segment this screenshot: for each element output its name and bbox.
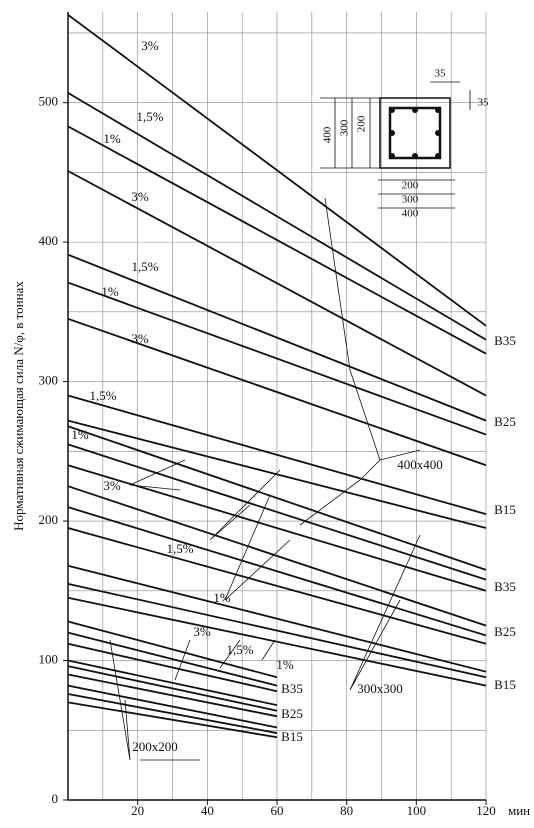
annotation: 35 — [478, 97, 490, 109]
series-line — [67, 693, 278, 734]
annotation: 1,5% — [136, 109, 163, 124]
annotation: 3% — [131, 189, 149, 204]
series-line — [67, 419, 487, 529]
x-tick-label: 20 — [131, 803, 144, 818]
annotation: 1% — [101, 284, 119, 299]
series-line — [67, 665, 278, 712]
annotation: B35 — [494, 333, 516, 348]
series-line — [67, 443, 487, 581]
series-line — [67, 281, 487, 436]
series-line — [67, 701, 278, 739]
series-line — [67, 620, 278, 679]
x-tick-label: 40 — [201, 803, 214, 818]
x-tick-label: 100 — [407, 803, 427, 818]
cross-section — [320, 81, 471, 209]
annotation: 300x300 — [357, 681, 403, 696]
series-line — [67, 464, 487, 592]
y-axis-label: Нормативная сжимающая сила N/φ, в тоннах — [11, 281, 26, 531]
y-tick-label: 200 — [39, 512, 59, 527]
annotation: 300 — [402, 194, 419, 206]
annotation: 1% — [213, 590, 231, 605]
annotation: 400 — [402, 208, 419, 220]
series-line — [67, 582, 487, 679]
rebars — [389, 107, 441, 159]
x-axis-label: мин — [508, 803, 530, 818]
annotation: 3% — [131, 331, 149, 346]
annotation: 1,5% — [166, 541, 193, 556]
annotation: B25 — [281, 706, 303, 721]
series-line — [67, 631, 278, 687]
annotation: 200 — [356, 115, 368, 132]
x-tick-label: 60 — [271, 803, 284, 818]
annotation: 3% — [141, 38, 159, 53]
section-outline — [379, 97, 451, 169]
series-line — [67, 485, 487, 627]
annotation: B15 — [494, 677, 516, 692]
annotation: 400 — [322, 126, 334, 143]
series-line — [67, 170, 487, 397]
annotation: 1% — [103, 131, 121, 146]
annotation: 300 — [339, 119, 351, 136]
series-line — [67, 14, 487, 327]
series-line — [67, 642, 278, 693]
annotation: B25 — [494, 414, 516, 429]
annotation: 400x400 — [397, 457, 443, 472]
annotation: B35 — [494, 579, 516, 594]
y-tick-label: 0 — [52, 791, 59, 806]
annotation: 3% — [193, 624, 211, 639]
series-line — [67, 253, 487, 422]
series-line — [67, 394, 487, 515]
annotation: 1,5% — [226, 642, 253, 657]
annotation: 1% — [276, 657, 294, 672]
annotation: 1% — [71, 427, 89, 442]
annotation: 3% — [103, 478, 121, 493]
annotation: B15 — [494, 502, 516, 517]
series-line — [67, 564, 487, 673]
x-tick-label: 120 — [476, 803, 496, 818]
annotation: 35 — [435, 68, 447, 80]
series-line — [67, 506, 487, 637]
series-line — [67, 527, 487, 645]
annotation: B15 — [281, 729, 303, 744]
series-line — [67, 596, 487, 687]
y-tick-label: 500 — [39, 94, 59, 109]
series-line — [67, 673, 278, 718]
series-line — [67, 684, 278, 729]
annotation: 200x200 — [132, 739, 178, 754]
series-line — [67, 425, 487, 571]
annotation: 200 — [402, 180, 419, 192]
annotation: 1,5% — [131, 259, 158, 274]
y-tick-label: 400 — [39, 233, 59, 248]
series-line — [67, 92, 487, 341]
y-tick-label: 300 — [39, 373, 59, 388]
x-tick-label: 80 — [340, 803, 353, 818]
annotation: B25 — [494, 624, 516, 639]
annotation: 1,5% — [89, 388, 116, 403]
plot: 20 40 60 80 100 120 0 100 200 300 400 500 мин Нормати… — [11, 12, 530, 818]
series-line — [67, 125, 487, 355]
series-line — [67, 659, 278, 707]
series-line — [67, 317, 487, 467]
section-core — [388, 106, 442, 160]
leader-lines — [109, 197, 421, 761]
y-tick-label: 100 — [39, 652, 59, 667]
annotation: B35 — [281, 681, 303, 696]
